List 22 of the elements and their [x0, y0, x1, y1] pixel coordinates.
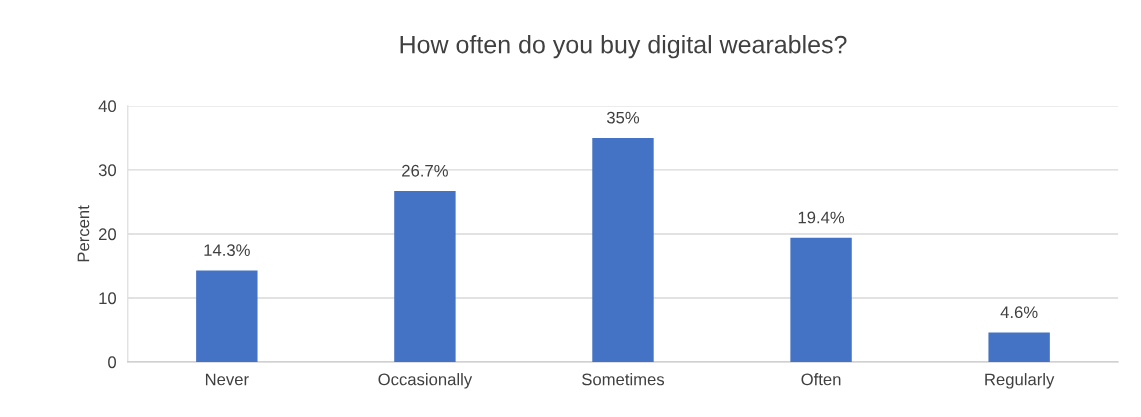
data-label: 26.7% [402, 164, 448, 177]
y-tick-label: 40 [98, 100, 117, 113]
data-label: 35% [606, 111, 640, 124]
x-tick-label: Regularly [985, 373, 1055, 389]
bar [196, 270, 258, 362]
data-label: 14.3% [204, 244, 250, 257]
data-label: 4.6% [1000, 306, 1038, 319]
data-label: 19.4% [798, 211, 845, 224]
y-axis-title: Percent [77, 205, 90, 262]
bar [394, 191, 456, 362]
x-tick-label: Often [801, 373, 841, 386]
y-tick-label: 20 [98, 228, 117, 241]
x-tick-label: Sometimes [582, 373, 665, 386]
chart-title: How often do you buy digital wearables? [400, 35, 847, 59]
x-tick-label: Occasionally [378, 373, 473, 389]
y-tick-label: 0 [108, 356, 117, 369]
y-tick-label: 10 [99, 292, 117, 305]
x-tick-label: Never [205, 373, 249, 386]
bar [790, 237, 852, 362]
bar [592, 137, 654, 362]
bar [988, 332, 1050, 362]
y-tick-label: 30 [98, 164, 117, 177]
